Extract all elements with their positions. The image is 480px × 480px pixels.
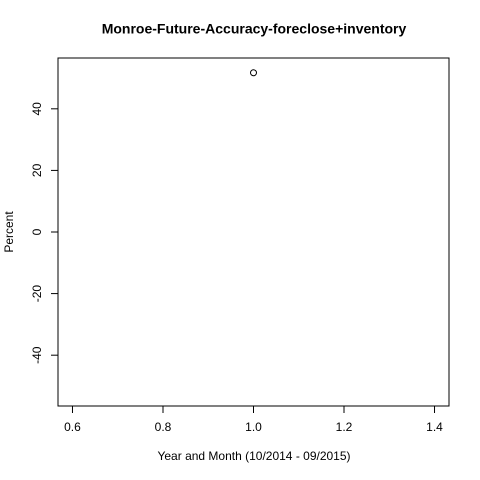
y-tick-label: -40 [30, 346, 44, 364]
x-tick-label: 1.0 [245, 420, 262, 434]
y-tick-label: -20 [30, 285, 44, 303]
x-axis-label: Year and Month (10/2014 - 09/2015) [157, 449, 350, 463]
y-axis-label: Percent [2, 211, 16, 253]
y-tick-label: 0 [30, 228, 44, 235]
x-tick-label: 0.8 [155, 420, 172, 434]
plot-frame [57, 57, 450, 407]
point [250, 69, 257, 77]
y-tick-label: 20 [30, 163, 44, 177]
x-tick-label: 1.4 [426, 420, 443, 434]
chart-title: Monroe-Future-Accuracy-foreclose+invento… [102, 21, 407, 37]
x-tick-label: 1.2 [336, 420, 353, 434]
y-tick-label: 40 [30, 102, 44, 116]
x-tick-label: 0.6 [64, 420, 81, 434]
